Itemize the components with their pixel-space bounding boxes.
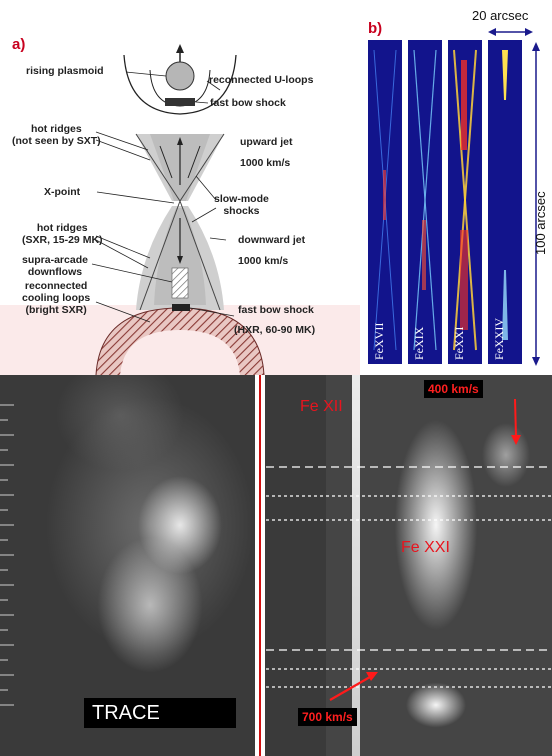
strip-fexvii-label: FeXVII <box>372 322 386 360</box>
slice-markers <box>266 398 552 701</box>
panel-b-letter: b) <box>368 20 383 37</box>
label-speed-400: 400 km/s <box>424 380 483 398</box>
bow-shock-bottom <box>172 304 190 311</box>
fe-xii-line <box>352 375 360 756</box>
scale-top-label: 20 arcsec <box>472 8 529 23</box>
cooling-line3: (bright SXR) <box>25 304 87 316</box>
strip-fexxi: FeXXI <box>448 40 482 364</box>
label-hot-ridges-sxt: hot ridges (not seen by SXT) <box>12 123 101 147</box>
panel-a: a) <box>0 0 360 375</box>
strip-fexvii: FeXVII <box>368 40 402 364</box>
spectral-image <box>326 375 552 756</box>
label-fast-bow-shock-bottom: fast bow shock <box>238 304 314 316</box>
slow-mode-line2: shocks <box>223 205 260 217</box>
strip-fexix-label: FeXIX <box>412 326 426 360</box>
strip-fexvii-art <box>373 49 397 351</box>
strip-fexxiv: FeXXIV <box>488 40 522 364</box>
scale-side-label: 100 arcsec <box>533 191 548 255</box>
slow-mode-line1: slow-mode <box>214 193 269 205</box>
supra-arcade-line2: downflows <box>27 266 83 278</box>
cooling-line2: cooling loops <box>22 292 91 304</box>
strip-fexix: FeXIX <box>408 40 442 364</box>
label-supra-arcade-downflows: supra-arcade downflows <box>22 254 88 278</box>
slit-line-red <box>259 375 261 756</box>
hot-ridges-sxt-line2: (not seen by SXT) <box>12 135 101 147</box>
label-fe-xxi: Fe XXI <box>401 539 450 556</box>
trace-ruler <box>0 404 14 706</box>
hot-ridges-sxr-line2: (SXR, 15-29 MK) <box>22 234 103 246</box>
strip-fexix-art <box>413 49 437 351</box>
downflow-hatch <box>171 267 189 299</box>
cooling-line1: reconnected <box>24 280 88 292</box>
trace-label: TRACE <box>84 698 236 728</box>
label-downward-jet: downward jet <box>238 234 306 246</box>
label-x-point: X-point <box>44 186 81 198</box>
hot-ridges-sxr-line1: hot ridges <box>36 222 88 234</box>
label-hot-ridges-sxr: hot ridges (SXR, 15-29 MK) <box>22 222 103 246</box>
label-fast-bow-shock-top: fast bow shock <box>210 97 286 109</box>
label-slow-mode-shocks: slow-mode shocks <box>214 193 269 217</box>
panel-c: Fe XII Fe XXI 400 km/s 700 km/s TRACE <box>0 375 552 756</box>
panel-b: b) 20 arcsec 100 arcsec FeXVII FeXIX FeX… <box>360 0 552 375</box>
label-reconnected-cooling-loops: reconnected cooling loops (bright SXR) <box>22 280 90 316</box>
plasmoid <box>165 61 195 91</box>
strip-fexxi-label: FeXXI <box>452 326 466 360</box>
strip-fexxiv-art <box>502 50 508 340</box>
label-rising-plasmoid: rising plasmoid <box>26 65 104 77</box>
reconnection-schematic <box>0 44 360 375</box>
hot-ridges-sxt-line1: hot ridges <box>30 123 82 135</box>
trace-image <box>0 375 326 756</box>
supra-arcade-line1: supra-arcade <box>22 254 88 266</box>
label-speed-700: 700 km/s <box>298 708 357 726</box>
label-upward-jet-speed: 1000 km/s <box>240 157 291 169</box>
label-reconnected-u-loops: reconnected U-loops <box>209 74 314 86</box>
strip-fexxiv-label: FeXXIV <box>492 318 506 360</box>
label-upward-jet: upward jet <box>240 136 293 148</box>
label-fe-xii: Fe XII <box>300 398 343 415</box>
strip-fexxi-art <box>453 49 477 351</box>
bow-shock-top <box>165 98 195 106</box>
scale-arrows <box>488 28 540 366</box>
label-downward-jet-speed: 1000 km/s <box>238 255 289 267</box>
label-hxr: (HXR, 60-90 MK) <box>234 324 316 336</box>
panel-a-letter: a) <box>12 36 26 53</box>
u-loops <box>123 54 237 115</box>
